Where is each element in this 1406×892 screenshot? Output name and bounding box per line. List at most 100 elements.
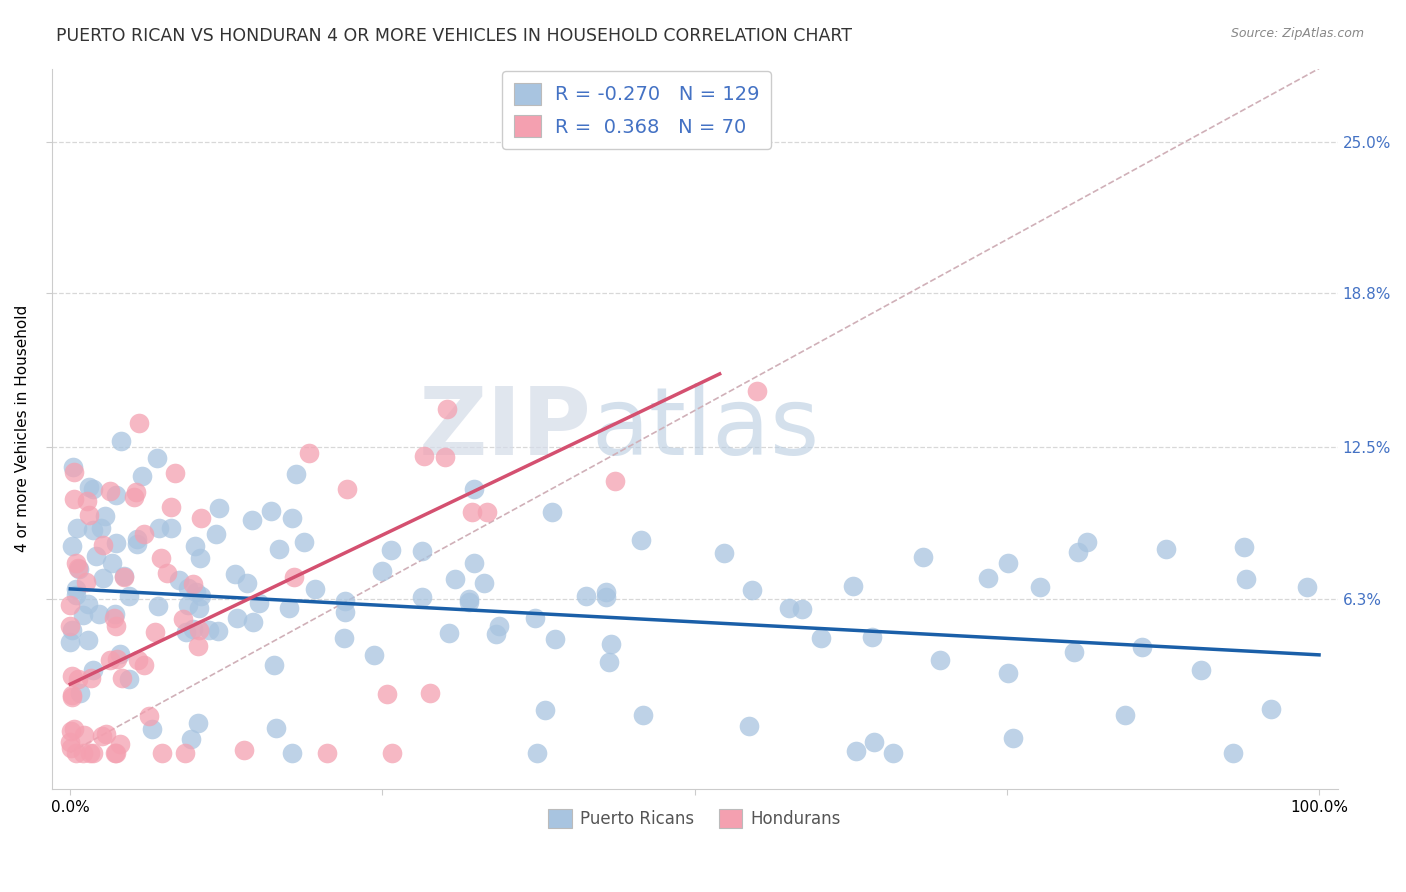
Point	[371, 564, 394, 578]
Point	[363, 648, 385, 663]
Point	[745, 384, 768, 398]
Point	[541, 505, 564, 519]
Point	[1260, 702, 1282, 716]
Point	[174, 746, 197, 760]
Point	[131, 469, 153, 483]
Point	[138, 709, 160, 723]
Point	[236, 576, 259, 591]
Point	[1233, 541, 1256, 555]
Point	[419, 686, 441, 700]
Point	[127, 537, 149, 551]
Point	[1114, 708, 1136, 723]
Point	[72, 727, 94, 741]
Point	[82, 663, 104, 677]
Point	[1001, 731, 1024, 746]
Point	[76, 494, 98, 508]
Point	[63, 465, 86, 479]
Point	[436, 402, 458, 417]
Point	[125, 532, 148, 546]
Point	[997, 556, 1019, 570]
Point	[65, 582, 87, 597]
Point	[375, 688, 398, 702]
Point	[997, 665, 1019, 680]
Point	[160, 500, 183, 514]
Point	[598, 655, 620, 669]
Point	[294, 534, 316, 549]
Point	[89, 607, 111, 621]
Point	[240, 513, 263, 527]
Point	[66, 521, 89, 535]
Point	[862, 630, 884, 644]
Point	[1234, 572, 1257, 586]
Point	[125, 485, 148, 500]
Point	[60, 690, 83, 704]
Point	[60, 623, 83, 637]
Point	[111, 671, 134, 685]
Point	[65, 746, 87, 760]
Text: PUERTO RICAN VS HONDURAN 4 OR MORE VEHICLES IN HOUSEHOLD CORRELATION CHART: PUERTO RICAN VS HONDURAN 4 OR MORE VEHIC…	[56, 27, 852, 45]
Point	[574, 590, 596, 604]
Point	[929, 653, 952, 667]
Point	[77, 597, 100, 611]
Point	[298, 446, 321, 460]
Point	[187, 715, 209, 730]
Point	[59, 618, 82, 632]
Point	[544, 632, 567, 646]
Point	[1067, 545, 1090, 559]
Point	[1222, 746, 1244, 760]
Point	[411, 591, 433, 605]
Point	[110, 434, 132, 448]
Point	[599, 637, 621, 651]
Point	[380, 542, 402, 557]
Point	[281, 746, 304, 760]
Point	[128, 416, 150, 430]
Point	[463, 556, 485, 570]
Point	[411, 544, 433, 558]
Point	[595, 590, 617, 604]
Point	[207, 624, 229, 638]
Point	[778, 600, 800, 615]
Point	[91, 729, 114, 743]
Point	[603, 474, 626, 488]
Point	[1154, 541, 1177, 556]
Point	[316, 746, 339, 760]
Point	[188, 551, 211, 566]
Point	[72, 608, 94, 623]
Point	[631, 708, 654, 723]
Point	[184, 585, 207, 599]
Point	[187, 640, 209, 654]
Point	[463, 483, 485, 497]
Point	[112, 569, 135, 583]
Point	[72, 746, 94, 760]
Point	[281, 510, 304, 524]
Point	[738, 719, 761, 733]
Point	[90, 521, 112, 535]
Point	[93, 571, 115, 585]
Point	[141, 722, 163, 736]
Point	[105, 652, 128, 666]
Point	[79, 746, 101, 760]
Point	[82, 523, 104, 537]
Y-axis label: 4 or more Vehicles in Household: 4 or more Vehicles in Household	[15, 305, 30, 552]
Point	[336, 482, 359, 496]
Point	[63, 492, 86, 507]
Point	[977, 571, 1000, 585]
Point	[260, 503, 283, 517]
Point	[148, 521, 170, 535]
Point	[472, 575, 495, 590]
Point	[67, 672, 90, 686]
Point	[59, 735, 82, 749]
Point	[1076, 534, 1098, 549]
Point	[242, 615, 264, 629]
Point	[177, 581, 200, 595]
Point	[1296, 580, 1319, 594]
Point	[333, 631, 356, 645]
Point	[1130, 640, 1153, 654]
Point	[224, 567, 246, 582]
Point	[172, 612, 194, 626]
Point	[150, 551, 173, 566]
Point	[475, 505, 498, 519]
Point	[60, 688, 83, 702]
Point	[122, 490, 145, 504]
Point	[75, 574, 97, 589]
